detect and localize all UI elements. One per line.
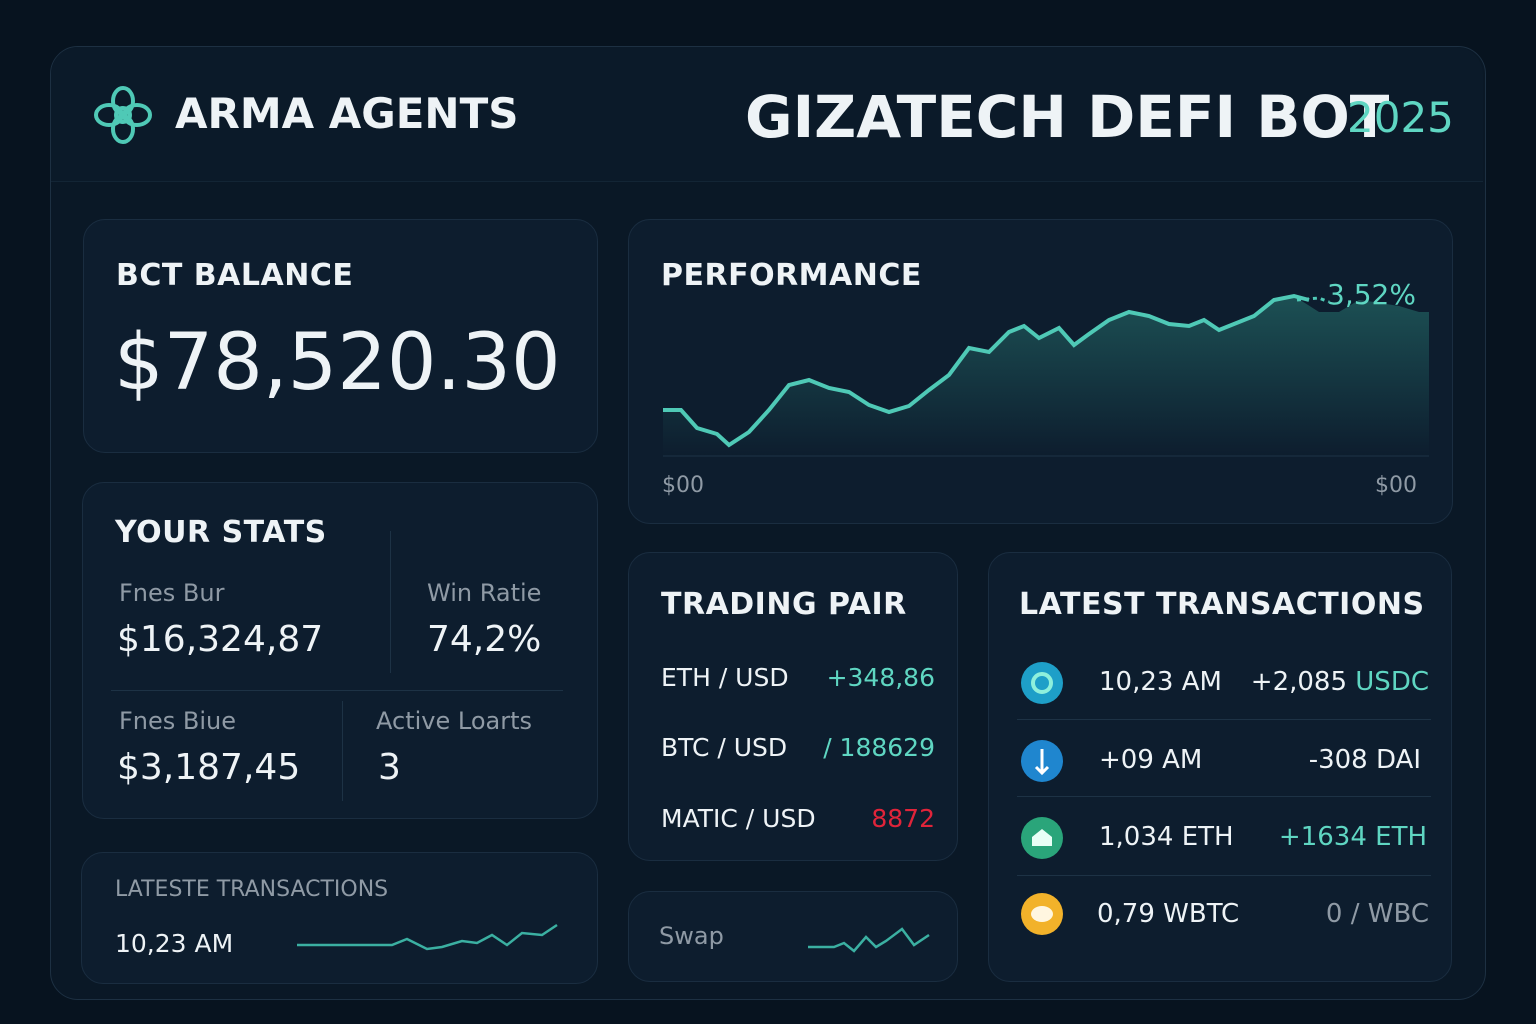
stat-label: Active Loarts [376,707,532,735]
performance-area [663,296,1429,456]
tx-amount: +1634 ETH [1278,822,1427,852]
transactions-title: LATEST TRANSACTIONS [1019,587,1425,622]
pair-name: ETH / USD [661,663,789,692]
logo [94,86,152,144]
stats-card: YOUR STATS Fnes Bur $16,324,87 Win Ratie… [82,482,598,819]
stat-value: 3 [378,747,401,788]
trading-pair-card: TRADING PAIR ETH / USD +348,86 BTC / USD… [628,552,958,861]
stats-title: YOUR STATS [115,515,327,550]
performance-change: 3,52% [1327,278,1416,311]
year: 2025 [1347,93,1454,142]
performance-card: PERFORMANCE 3,52% $00 $00 [628,219,1453,524]
balance-label: BCT BALANCE [116,258,354,293]
axis-left: $00 [662,473,704,498]
stat-label: Win Ratie [427,579,542,607]
divider [111,690,563,691]
tx-amount-value: +2,085 [1250,667,1348,697]
swap-sparkline [808,927,930,953]
divider [1017,719,1431,720]
tx-amount: +2,085 USDC [1251,667,1429,697]
swap-card: Swap [628,891,958,982]
trading-title: TRADING PAIR [661,587,907,622]
mini-sparkline [297,923,558,951]
tx-time: 1,034 ETH [1099,822,1234,852]
axis-right: $00 [1375,473,1417,498]
stat-label: Fnes Bur [119,579,225,607]
performance-chart [663,293,1429,457]
performance-line [663,293,1310,448]
pair-name: MATIC / USD [661,804,816,833]
mini-time: 10,23 AM [115,929,234,958]
tx-time: 0,79 WBTC [1097,899,1240,929]
pair-value: +348,86 [826,663,935,692]
divider [390,531,391,673]
pair-value: 8872 [871,804,935,833]
mini-transactions-card: LATESTE TRANSACTIONS 10,23 AM [81,852,598,984]
token-icons [1021,662,1063,935]
swap-label: Swap [659,922,724,950]
pair-name: BTC / USD [661,733,788,762]
stat-label: Fnes Biue [119,707,237,735]
stat-value: 74,2% [427,619,542,660]
stat-value: $3,187,45 [117,747,301,788]
tx-time: +09 AM [1099,745,1203,775]
title: GIZATECH DEFI BOT [745,83,1390,151]
balance-value: $78,520.30 [114,318,561,408]
balance-card: BCT BALANCE $78,520.30 [83,219,598,453]
tx-amount: -308 DAI [1308,745,1421,775]
performance-title: PERFORMANCE [661,258,922,293]
mini-title: LATESTE TRANSACTIONS [115,877,389,902]
tx-time: 10,23 AM [1099,667,1222,697]
brand: ARMA AGENTS [175,89,519,138]
stat-value: $16,324,87 [117,619,324,660]
divider [1017,796,1431,797]
transactions-card: LATEST TRANSACTIONS 10,23 AM +2,085 USDC… [988,552,1452,982]
divider [342,701,343,801]
header: ARMA AGENTS GIZATECH DEFI BOT 2025 [51,47,1483,182]
divider [1017,875,1431,876]
pair-value: / 188629 [823,733,935,762]
tx-token: USDC [1355,667,1429,697]
tx-amount: 0 / WBC [1325,899,1429,929]
